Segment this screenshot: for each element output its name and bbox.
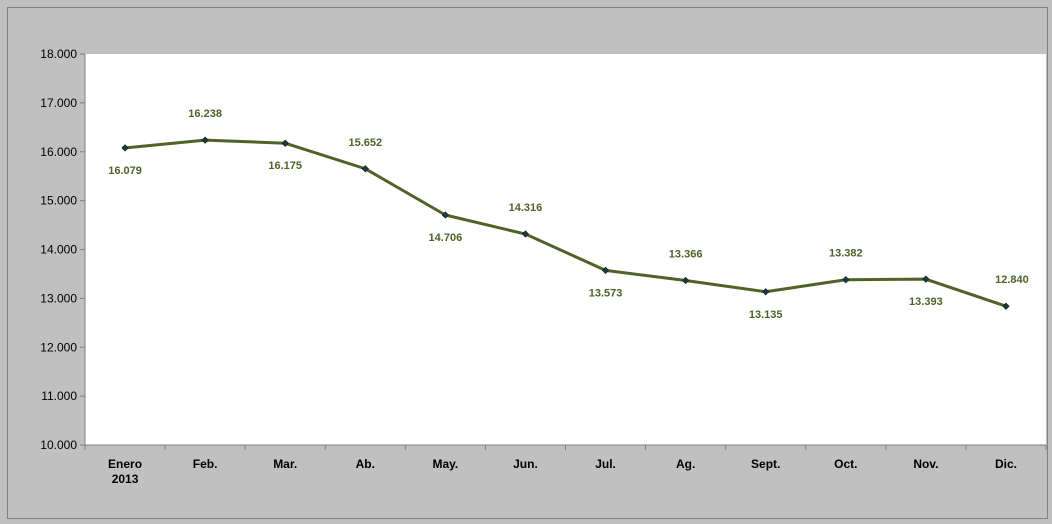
x-tick-label: Sept. [751, 457, 780, 471]
x-tick-label: Oct. [834, 457, 857, 471]
x-tick-label: Jun. [513, 457, 538, 471]
x-tick-label: Ab. [356, 457, 375, 471]
x-tick-label: Feb. [193, 457, 218, 471]
series [121, 136, 1010, 310]
x-axis: Enero 2013 Feb. Mar. Ab. May. Jun. Jul. Ag. Sept.… [84, 444, 1047, 486]
y-tick-label: 10.000 [40, 438, 77, 452]
y-tick-label: 17.000 [40, 96, 77, 110]
chart-area: 10.000 11.000 12.000 13.000 14.000 15.000 16.0… [7, 7, 1048, 519]
data-point [922, 275, 930, 283]
data-label: 16.175 [268, 160, 302, 172]
x-tick-label: Nov. [913, 457, 938, 471]
y-tick-label: 18.000 [40, 47, 77, 61]
x-tick-label: Jul. [595, 457, 616, 471]
x-tick-label: Ag. [676, 457, 695, 471]
x-tick-label: May. [432, 457, 458, 471]
data-point [521, 230, 530, 238]
x-tick-label: Dic. [995, 457, 1017, 471]
data-point [842, 276, 850, 284]
y-tick-label: 13.000 [40, 291, 77, 305]
y-tick-label: 16.000 [40, 145, 77, 159]
data-labels: 16.079 16.238 16.175 15.652 14.706 14.316 13.5… [108, 108, 1029, 321]
data-label: 16.238 [188, 108, 222, 120]
y-tick-label: 14.000 [40, 243, 77, 257]
data-label: 13.573 [589, 287, 623, 299]
data-point [1002, 302, 1010, 310]
x-tick-label: Enero 2013 [108, 457, 142, 486]
y-tick-label: 12.000 [40, 340, 77, 354]
y-axis: 10.000 11.000 12.000 13.000 14.000 15.000 16.0… [40, 47, 86, 452]
data-label: 16.079 [108, 165, 142, 177]
data-point [601, 266, 610, 274]
y-tick-label: 11.000 [41, 389, 77, 403]
series-line [124, 138, 1007, 308]
data-point [762, 288, 770, 296]
data-point [361, 165, 369, 173]
plot-area [85, 54, 1046, 445]
data-label: 12.840 [995, 274, 1029, 286]
x-tick-label: Mar. [273, 457, 297, 471]
data-label: 13.135 [749, 309, 783, 321]
y-tick-label: 15.000 [40, 194, 77, 208]
data-point [441, 211, 449, 219]
data-label: 14.316 [509, 202, 543, 214]
data-point [121, 144, 129, 152]
line-chart: 10.000 11.000 12.000 13.000 14.000 15.000 16.0… [40, 47, 1047, 486]
data-point [201, 136, 209, 144]
data-label: 13.393 [909, 296, 943, 308]
data-label: 13.382 [829, 248, 863, 260]
data-label: 14.706 [429, 232, 463, 244]
data-label: 13.366 [669, 248, 703, 260]
data-point [682, 276, 690, 285]
data-label: 15.652 [348, 137, 382, 149]
data-point [281, 139, 289, 147]
